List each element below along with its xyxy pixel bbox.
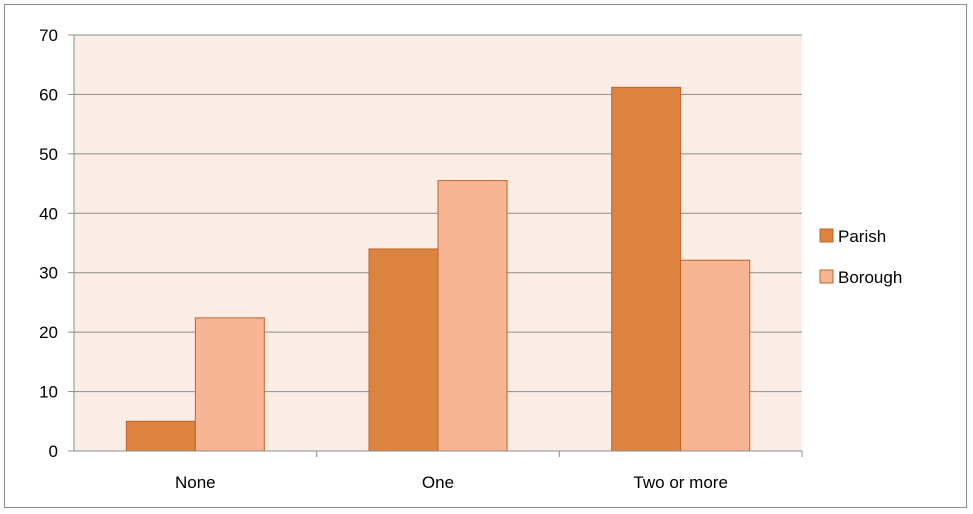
- legend: Parish Borough: [819, 227, 902, 287]
- y-tick-label: 50: [39, 145, 58, 164]
- x-tick-label: None: [175, 473, 216, 492]
- y-tick-label: 0: [49, 442, 58, 461]
- y-tick-label: 10: [39, 383, 58, 402]
- y-tick-label: 70: [39, 26, 58, 45]
- x-tick-label: One: [422, 473, 454, 492]
- y-tick-label: 60: [39, 85, 58, 104]
- y-tick-label: 40: [39, 204, 58, 223]
- y-tick-label: 20: [39, 323, 58, 342]
- bar-parish-two-or-more: [611, 86, 682, 452]
- x-tick-label: Two or more: [633, 473, 727, 492]
- bar-borough-one: [437, 180, 508, 452]
- bar-parish-one: [368, 248, 439, 452]
- y-tick-label: 30: [39, 264, 58, 283]
- legend-swatch-parish: [819, 228, 834, 243]
- legend-label-borough: Borough: [838, 268, 902, 287]
- axes: 0 10 20 30 40 50 60 70 None One Two or more: [39, 26, 803, 492]
- bar-parish-none: [125, 420, 196, 452]
- legend-label-parish: Parish: [838, 227, 886, 246]
- bar-borough-two-or-more: [680, 259, 751, 452]
- bar-borough-none: [194, 317, 265, 452]
- legend-swatch-borough: [819, 269, 834, 284]
